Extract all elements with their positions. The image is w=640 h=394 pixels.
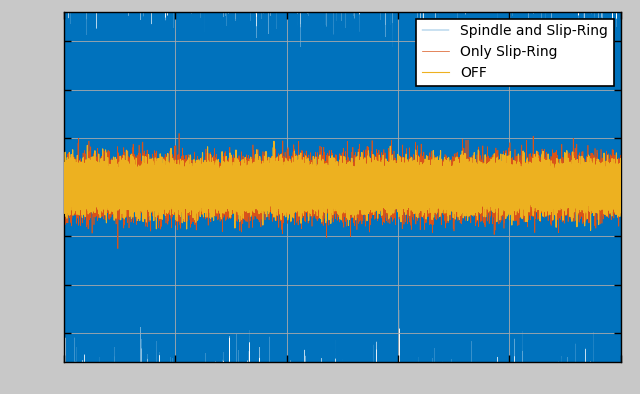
Line: Spindle and Slip-Ring: Spindle and Slip-Ring (64, 0, 621, 394)
Only Slip-Ring (175, 131, 183, 136)
Only Slip-Ring (396, 197, 403, 202)
Legend: Spindle and Slip-Ring, Only Slip-Ring, OFF: Spindle and Slip-Ring, Only Slip-Ring, O… (416, 19, 614, 86)
OFF (617, 197, 625, 202)
Only Slip-Ring (194, 201, 202, 206)
OFF (60, 190, 68, 195)
Only Slip-Ring (98, 180, 106, 184)
OFF (587, 228, 595, 233)
OFF (98, 197, 106, 202)
Spindle and Slip-Ring (98, 176, 106, 181)
Only Slip-Ring (617, 201, 625, 206)
Only Slip-Ring (60, 184, 68, 189)
OFF (194, 180, 202, 185)
OFF (362, 191, 370, 195)
Spindle and Slip-Ring (194, 89, 202, 94)
Spindle and Slip-Ring (474, 243, 481, 248)
OFF (396, 182, 403, 187)
Spindle and Slip-Ring (273, 262, 281, 266)
Spindle and Slip-Ring (60, 13, 68, 18)
Line: OFF: OFF (64, 141, 621, 230)
Spindle and Slip-Ring (617, 307, 625, 311)
Only Slip-Ring (273, 174, 281, 178)
Spindle and Slip-Ring (362, 188, 370, 193)
Only Slip-Ring (474, 202, 481, 207)
Only Slip-Ring (362, 203, 370, 207)
Spindle and Slip-Ring (396, 155, 403, 160)
Only Slip-Ring (114, 246, 122, 251)
OFF (273, 185, 281, 190)
OFF (474, 203, 481, 208)
Line: Only Slip-Ring: Only Slip-Ring (64, 134, 621, 249)
OFF (270, 139, 278, 143)
